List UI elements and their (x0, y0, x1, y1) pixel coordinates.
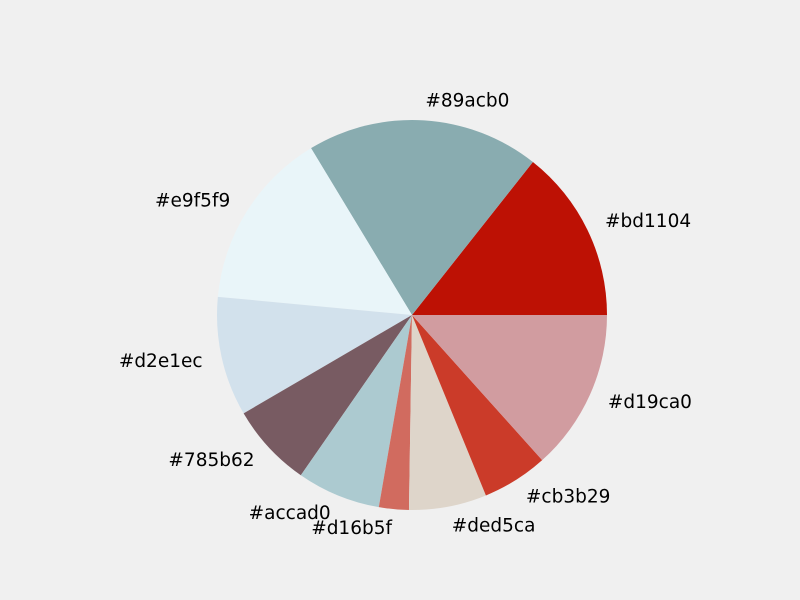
pie-slice-cb3b29 (412, 315, 543, 496)
pie-slice-accad0 (300, 315, 412, 508)
pie-label-d2e1ec: #d2e1ec (119, 351, 203, 372)
pie-label-d19ca0: #d19ca0 (608, 392, 692, 413)
pie-label-d16b5f: #d16b5f (311, 518, 392, 539)
pie-slice-785b62 (243, 315, 412, 476)
pie-slice-89acb0 (311, 119, 533, 315)
pie-slice-d2e1ec (217, 296, 412, 414)
pie-slice-d19ca0 (412, 315, 607, 461)
pie-slice-bd1104 (412, 162, 608, 315)
pie-label-785b62: #785b62 (168, 450, 254, 471)
pie-slices (217, 119, 608, 511)
pie-label-89acb0: #89acb0 (425, 90, 509, 111)
pie-slice-d16b5f (378, 315, 412, 510)
pie-slice-ded5ca (408, 315, 486, 511)
pie-label-cb3b29: #cb3b29 (526, 486, 610, 507)
pie-label-e9f5f9: #e9f5f9 (155, 191, 230, 212)
pie-labels: #bd1104 #89acb0 #e9f5f9 #d2e1ec #785b62 #acca… (119, 90, 692, 539)
pie-label-bd1104: #bd1104 (605, 211, 691, 232)
pie-slice-e9f5f9 (217, 148, 412, 315)
pie-label-ded5ca: #ded5ca (452, 515, 536, 536)
pie-label-accad0: #accad0 (249, 503, 331, 524)
